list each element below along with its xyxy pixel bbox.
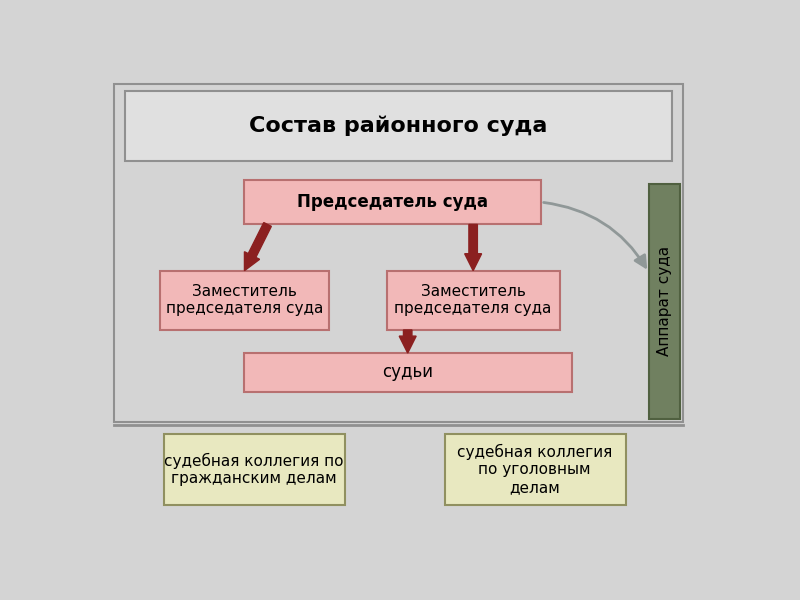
FancyBboxPatch shape	[445, 434, 626, 505]
Text: судебная коллегия по
гражданским делам: судебная коллегия по гражданским делам	[164, 452, 343, 486]
FancyBboxPatch shape	[649, 184, 679, 419]
Text: судебная коллегия
по уголовным
делам: судебная коллегия по уголовным делам	[457, 444, 612, 495]
Text: судьи: судьи	[382, 363, 433, 382]
FancyArrow shape	[245, 223, 271, 271]
FancyBboxPatch shape	[245, 180, 541, 224]
FancyBboxPatch shape	[160, 271, 329, 330]
FancyBboxPatch shape	[387, 271, 560, 330]
FancyArrow shape	[465, 224, 482, 271]
Text: Председатель суда: Председатель суда	[297, 193, 488, 211]
FancyArrowPatch shape	[544, 202, 646, 267]
Text: Состав районного суда: Состав районного суда	[250, 116, 548, 136]
FancyArrow shape	[399, 330, 416, 353]
Text: Заместитель
председателя суда: Заместитель председателя суда	[166, 284, 323, 316]
FancyBboxPatch shape	[163, 434, 345, 505]
Text: Аппарат суда: Аппарат суда	[657, 245, 672, 356]
FancyBboxPatch shape	[125, 91, 672, 161]
FancyBboxPatch shape	[114, 83, 683, 422]
Text: Заместитель
председателя суда: Заместитель председателя суда	[394, 284, 552, 316]
FancyBboxPatch shape	[245, 353, 572, 392]
